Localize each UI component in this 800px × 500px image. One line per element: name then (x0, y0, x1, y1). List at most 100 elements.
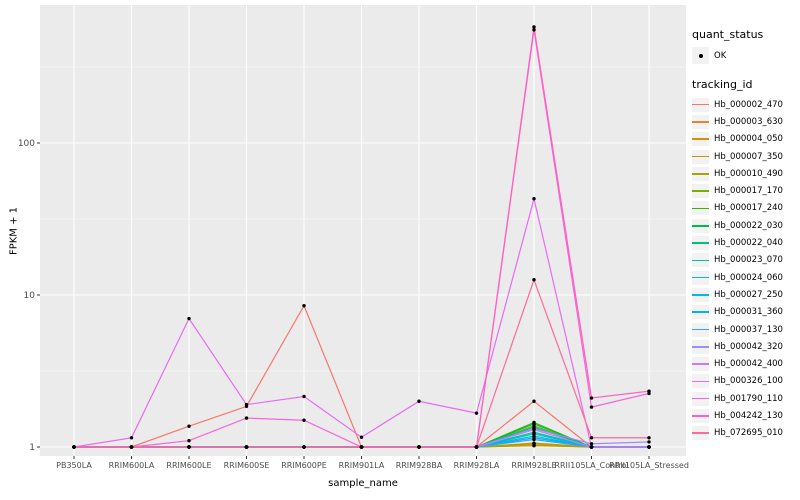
data-point (532, 437, 536, 442)
legend-item-Hb_000326_100: Hb_000326_100 (692, 373, 783, 390)
data-point (302, 445, 306, 449)
data-point (474, 411, 479, 415)
legend-item-label: Hb_000031_360 (714, 307, 783, 318)
data-point (532, 427, 536, 432)
data-point (129, 445, 134, 449)
data-point (532, 441, 536, 445)
y-tick-label: 10 (24, 291, 36, 301)
line-key-icon (692, 259, 709, 262)
data-point (302, 418, 306, 422)
color-key-icon (692, 166, 709, 181)
legend-item-label: Hb_000037_130 (714, 324, 783, 335)
data-point (359, 445, 364, 449)
legend-item-label: OK (714, 50, 727, 61)
line-key-icon (692, 190, 709, 192)
data-point (72, 445, 76, 449)
line-key-icon (692, 311, 709, 313)
legend-item-Hb_000017_240: Hb_000017_240 (692, 200, 783, 217)
line-key-icon (692, 242, 709, 244)
legend-item-label: Hb_000003_630 (714, 116, 783, 127)
line-key-icon (692, 224, 709, 227)
y-axis-title: FPKM + 1 (8, 206, 20, 256)
data-point (474, 445, 479, 449)
legend-title-tracking-id: tracking_id (692, 78, 753, 91)
line-key-icon (692, 397, 709, 400)
color-key-icon (692, 218, 709, 233)
color-key-icon (692, 236, 709, 251)
x-tick-label: RRII105LA_Control (554, 461, 628, 470)
data-point (532, 443, 536, 448)
legend-item-label: Hb_000022_040 (714, 238, 783, 249)
color-key-icon (692, 201, 709, 216)
color-key-icon (692, 426, 709, 441)
legend-item-Hb_000042_400: Hb_000042_400 (692, 355, 783, 372)
legend-item-label: Hb_000004_050 (714, 134, 783, 145)
color-key-icon (692, 114, 709, 129)
x-tick-label: RRIM600PE (281, 461, 327, 470)
color-key-icon (692, 287, 709, 302)
line-key-icon (692, 155, 709, 158)
x-tick-label: RRIM600LE (166, 461, 211, 470)
data-point (532, 278, 536, 282)
data-point (187, 439, 191, 443)
legend-item-Hb_000031_360: Hb_000031_360 (692, 304, 783, 321)
legend-item-label: Hb_000027_250 (714, 289, 783, 300)
line-key-icon (692, 276, 709, 279)
x-tick-label: RRII105LA_Stressed (609, 461, 689, 470)
x-axis-title: sample_name (328, 478, 398, 489)
legend-item-label: Hb_000326_100 (714, 376, 783, 387)
legend-title-quant-status: quant_status (692, 28, 764, 41)
data-point (187, 316, 191, 321)
legend-item-label: Hb_001790_110 (714, 393, 783, 404)
legend-item-label: Hb_000007_350 (714, 151, 783, 162)
data-point (647, 445, 651, 449)
plot-panel (40, 5, 686, 456)
line-key-icon (692, 207, 709, 210)
legend-item-label: Hb_000042_400 (714, 359, 783, 370)
color-key-icon (692, 322, 709, 337)
line-key-icon (692, 138, 709, 141)
color-key-icon (692, 132, 709, 147)
legend-item-Hb_000022_040: Hb_000022_040 (692, 234, 783, 251)
data-point (532, 422, 536, 426)
line-key-icon (692, 294, 709, 296)
data-point (187, 424, 191, 428)
data-point (417, 399, 421, 403)
color-key-icon (692, 270, 709, 285)
line-key-icon (692, 103, 709, 106)
legend: quant_status OK tracking_id Hb_000002_47… (692, 28, 783, 442)
legend-item-Hb_000003_630: Hb_000003_630 (692, 113, 783, 130)
legend-item-Hb_000027_250: Hb_000027_250 (692, 286, 783, 303)
data-point (532, 28, 536, 32)
line-key-icon (692, 432, 709, 435)
data-point (187, 445, 191, 449)
x-tick-label: RRIM600SE (224, 461, 270, 470)
data-point (647, 436, 651, 440)
y-tick-label: 1 (29, 443, 35, 453)
legend-item-Hb_000024_060: Hb_000024_060 (692, 269, 783, 286)
color-key-icon (692, 339, 709, 354)
legend-item-label: Hb_000022_030 (714, 220, 783, 231)
data-point (129, 436, 134, 440)
legend-item-Hb_000010_490: Hb_000010_490 (692, 165, 783, 182)
legend-item-label: Hb_000002_470 (714, 99, 783, 110)
line-key-icon (692, 173, 709, 175)
line-key-icon (692, 121, 709, 123)
data-point (302, 304, 306, 308)
data-point (302, 394, 306, 399)
line-key-icon (692, 380, 709, 383)
line-key-icon (692, 346, 709, 348)
line-key-icon (692, 415, 709, 417)
legend-item-Hb_000004_050: Hb_000004_050 (692, 131, 783, 148)
y-tick-label: 100 (18, 139, 35, 149)
color-key-icon (692, 357, 709, 372)
legend-item-label: Hb_072695_010 (714, 428, 783, 439)
data-point (244, 416, 249, 420)
data-point (532, 399, 536, 403)
legend-item-Hb_000037_130: Hb_000037_130 (692, 321, 783, 338)
line-key-icon (692, 328, 709, 331)
data-point (589, 405, 594, 409)
legend-item-Hb_000022_030: Hb_000022_030 (692, 217, 783, 234)
data-point (244, 402, 249, 407)
